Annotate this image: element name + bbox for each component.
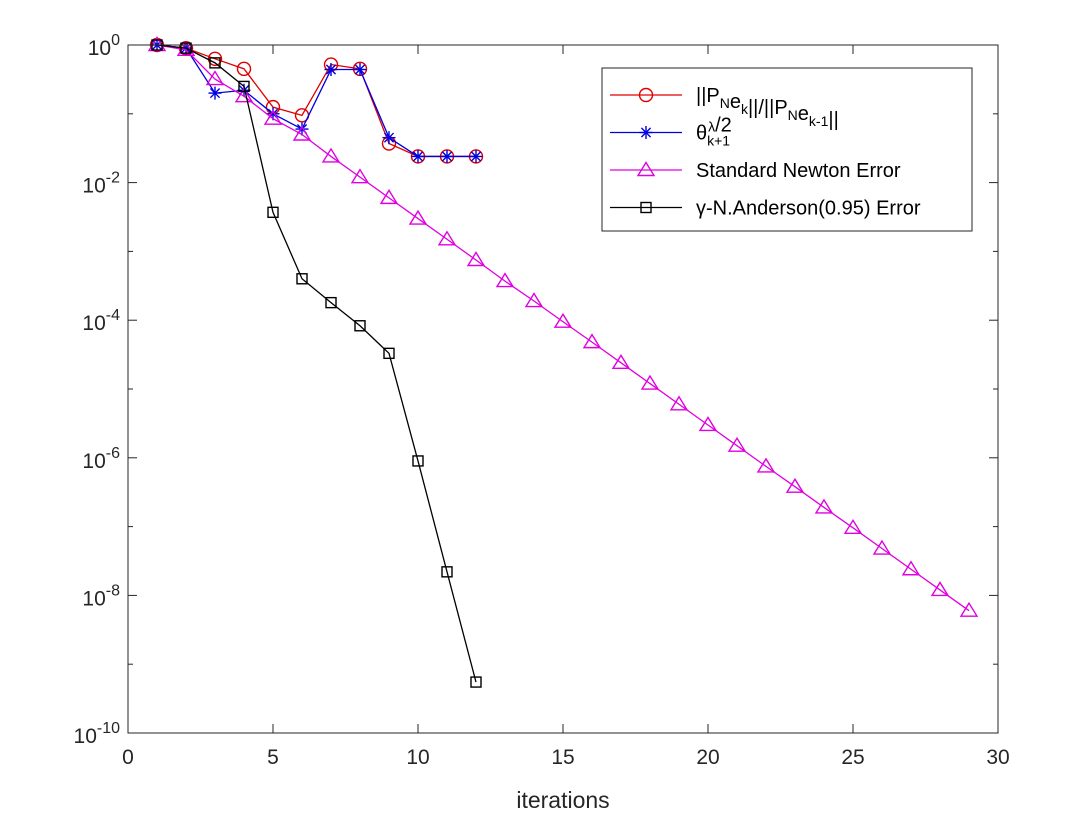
x-tick-label: 10 [406,746,429,769]
series-3-point [524,292,544,308]
series-2-point [469,149,483,163]
legend-marker [638,87,654,103]
series-3-point [640,374,660,390]
legend-label: ||PNek||/||PNek-1|| [696,85,839,131]
y-tick-label: 10-4 [82,307,120,335]
series-3-point [437,230,457,246]
series-3-point [959,601,979,617]
series-3-point [843,518,863,535]
series-3-point [814,498,834,514]
series-3-point [176,41,196,57]
legend-entry-1: ||PNek||/||PNek-1|| [610,85,839,131]
y-tick-label: 100 [88,32,120,60]
series-1-point [207,51,223,67]
series-2-point [440,149,454,163]
x-tick-label: 15 [551,746,574,769]
legend-marker [639,126,653,139]
legend-entry-2: θk+1λ/2 [610,115,732,149]
series-3 [147,36,979,617]
legend-label: Standard Newton Error [696,160,901,182]
series-4-point [267,206,279,219]
series-4-point [412,455,424,467]
series-3-point [292,125,312,141]
y-tick-label: 10-6 [82,445,120,473]
series-3-point [495,272,515,288]
series-3-point [669,395,689,411]
x-tick-label: 25 [841,746,864,769]
x-tick-label: 0 [122,746,134,769]
legend-label: γ-N.Anderson(0.95) Error [696,198,921,220]
series-4-point [296,273,308,285]
series-3-point [321,147,341,163]
series-3-point [205,70,225,86]
series-4-point [209,57,221,69]
x-tick-label: 30 [986,746,1009,769]
legend: ||PNek||/||PNek-1||θk+1λ/2 Standard Newto… [601,67,973,232]
series-3-point [582,333,602,349]
legend-entry-4: γ-N.Anderson(0.95) Error [610,198,921,220]
y-tick-label: 10-10 [74,720,121,748]
series-3-line [156,44,970,612]
series-3-point [466,251,486,267]
series-3-point [263,109,283,125]
series-3-point [698,416,718,432]
legend-entry-3: Standard Newton Error [610,160,901,182]
x-axis-label: iterations [516,787,609,813]
legend-label: θk+1λ/2 [696,115,732,149]
legend-marker [640,201,652,214]
axes-layer: 0 5 10 15 20 25 30 10-10 10-8 10-6 10-4 10-2 100 [74,32,1010,769]
series-4-point [383,347,395,360]
legend-marker [636,161,656,177]
series-3-point [785,477,805,493]
series-3-point [901,560,921,576]
series-3-point [872,539,892,555]
x-tick-label: 5 [267,746,279,769]
series-2-point [353,63,367,77]
series-3-point [727,436,747,452]
series-2-point [382,131,396,145]
series-4-point [238,80,250,93]
x-tick-label: 20 [696,746,719,769]
series-4-point [441,566,453,578]
series-2-point [411,149,425,163]
series-4-point [180,42,192,54]
series-3-point [379,189,399,205]
series-3-point [553,312,573,328]
series-3-point [930,581,950,597]
series-2-point [208,86,222,100]
y-tick-label: 10-8 [82,582,120,610]
series-2-point [324,63,338,77]
series-3-point [756,457,776,473]
series-4-point [470,676,482,688]
series-4-point [325,296,337,309]
series-3-point [350,168,370,184]
series-3-point [611,354,631,370]
series-layer [147,36,979,688]
series-4-point [354,320,366,332]
series-1-point [236,61,252,77]
series-3-point [234,87,254,103]
y-tick-label: 10-2 [82,170,120,198]
series-3-point [408,209,428,225]
